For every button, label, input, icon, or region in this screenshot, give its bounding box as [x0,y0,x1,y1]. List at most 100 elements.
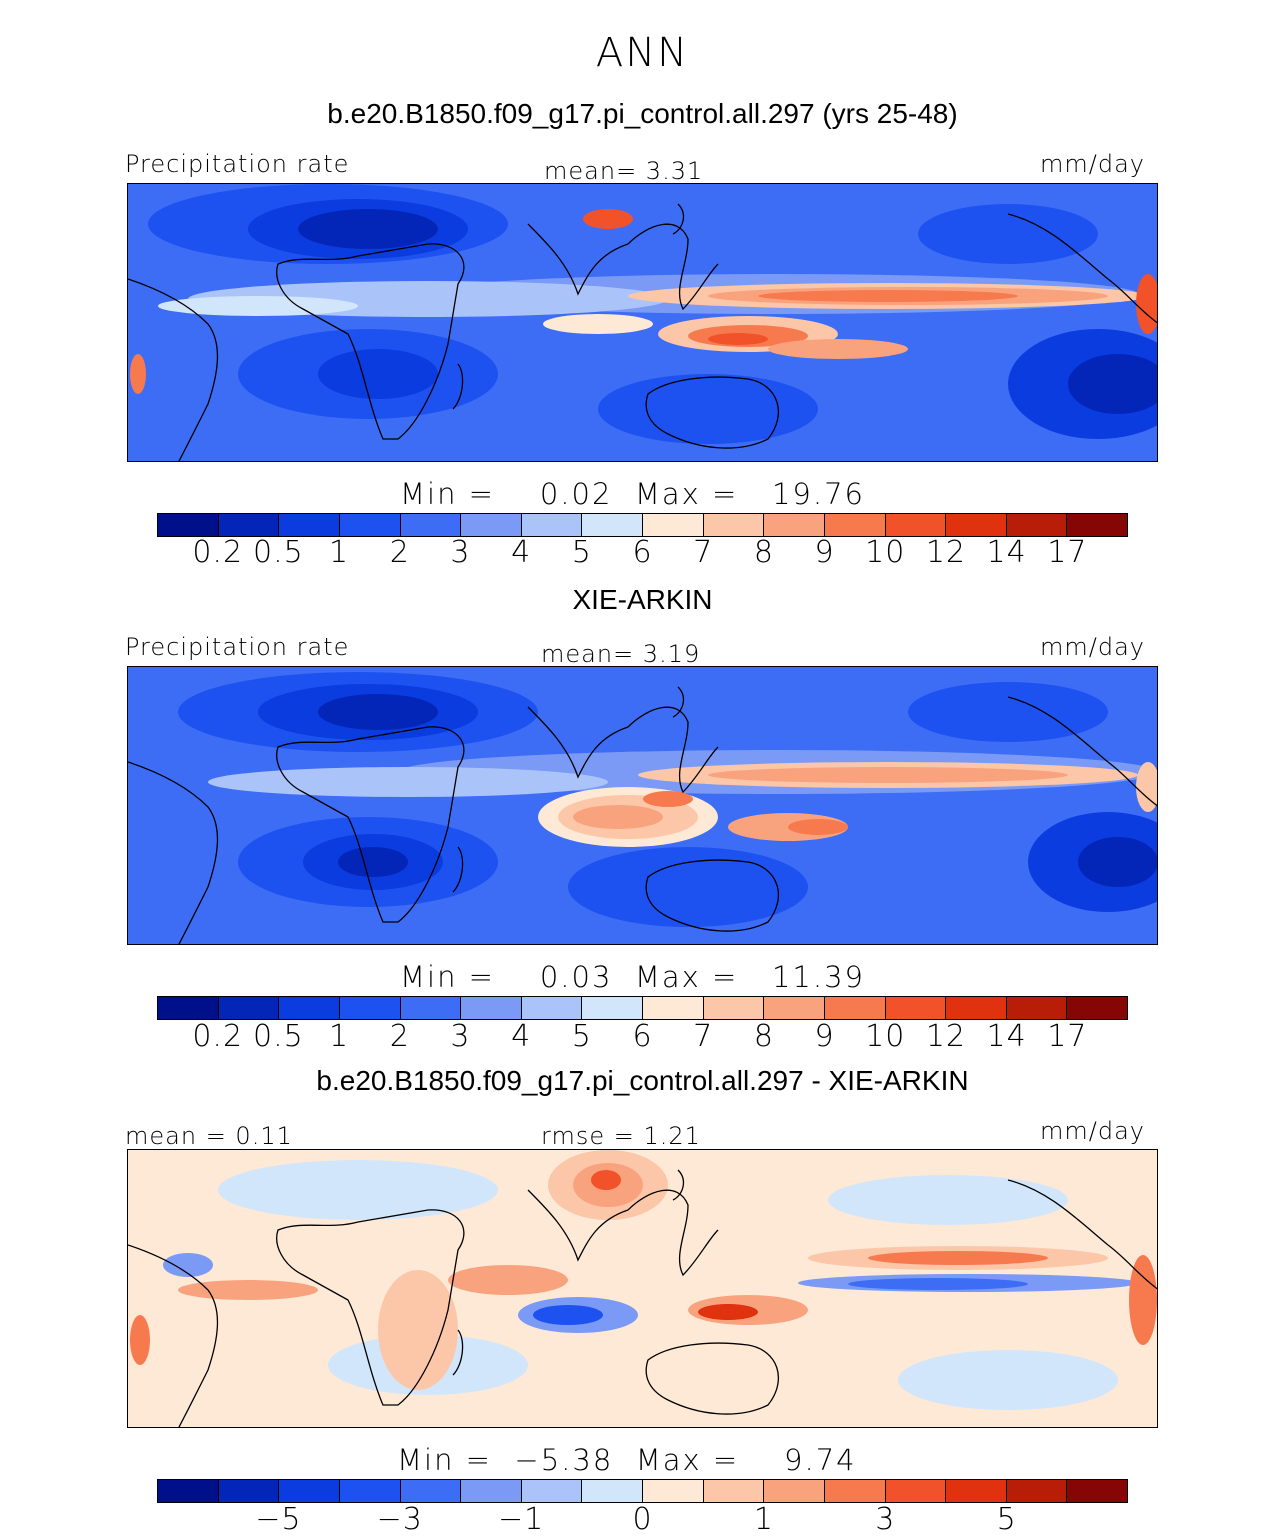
panel-3-rmse-label: rmse = 1.21 [541,1122,701,1150]
colorbar-tick-label: 0.5 [253,1019,304,1054]
panel-3-units-label: mm/day [1040,1117,1145,1145]
panel-1-units-label: mm/day [1040,150,1145,178]
colorbar-box [643,1480,704,1502]
colorbar-tick-label: 12 [925,535,967,570]
colorbar-tick-label: 6 [632,535,653,570]
colorbar-box [582,1480,643,1502]
colorbar-box [764,514,825,536]
colorbar-box [1006,514,1068,536]
panel-1-colorbar-ticks: 0.2 0.5 1 2 3 4 5 6 7 8 9 10 12 14 17 [0,535,1285,575]
colorbar-tick-label: 4 [511,535,532,570]
colorbar-box [461,1480,522,1502]
panel-3-mean-label: mean = 0.11 [125,1122,293,1150]
panel-1-mean-label: mean= 3.31 [544,157,704,185]
panel-2-mean-label: mean= 3.19 [541,640,701,668]
colorbar-tick-label: 10 [865,535,906,570]
panel-2-colorbar [157,996,1128,1020]
panel-2-colorbar-ticks: 0.2 0.5 1 2 3 4 5 6 7 8 9 10 12 14 17 [0,1019,1285,1059]
colorbar-box [946,997,1007,1019]
colorbar-box [1006,1480,1068,1502]
colorbar-tick-label: 5 [996,1502,1017,1537]
colorbar-tick-label: 14 [986,1019,1027,1054]
colorbar-tick-label: 0 [632,1502,653,1537]
colorbar-tick-label: 2 [389,1019,410,1054]
colorbar-tick-label: 5 [571,1019,592,1054]
colorbar-box [643,997,704,1019]
colorbar-box [279,514,340,536]
colorbar-tick-label: 10 [865,1019,906,1054]
panel-1-variable-label: Precipitation rate [125,150,350,178]
colorbar-tick-label: −1 [498,1502,545,1537]
colorbar-box [218,997,280,1019]
colorbar-box [1067,514,1127,536]
colorbar-tick-label: 7 [693,535,714,570]
colorbar-box [339,514,401,536]
colorbar-box [824,997,886,1019]
panel-2-case-title: XIE-ARKIN [572,584,713,615]
colorbar-box [279,1480,340,1502]
colorbar-tick-label: 1 [329,1019,350,1054]
panel-3-colorbar [157,1479,1128,1503]
colorbar-tick-label: 14 [986,535,1027,570]
colorbar-tick-label: 0.2 [192,1019,244,1054]
colorbar-box [158,514,219,536]
colorbar-box [703,514,765,536]
colorbar-box [764,1480,825,1502]
colorbar-tick-label: 9 [814,535,835,570]
colorbar-box [521,997,583,1019]
colorbar-box [279,997,340,1019]
colorbar-tick-label: 1 [753,1502,774,1537]
panel-3-min-max: Min = −5.38 Max = 9.74 [397,1443,857,1477]
colorbar-box [824,514,886,536]
colorbar-box [885,997,947,1019]
colorbar-box [158,1480,219,1502]
colorbar-tick-label: 4 [511,1019,532,1054]
colorbar-tick-label: −5 [255,1502,302,1537]
colorbar-tick-label: 0.2 [192,535,244,570]
colorbar-box [703,1480,765,1502]
colorbar-tick-label: −3 [376,1502,423,1537]
panel-1-colorbar [157,513,1128,537]
colorbar-box [339,1480,401,1502]
colorbar-box [1006,997,1068,1019]
panel-3-colorbar-ticks: −5 −3 −1 0 1 3 5 [0,1502,1285,1540]
colorbar-box [400,514,462,536]
colorbar-box [885,514,947,536]
panel-2-map [127,666,1158,945]
colorbar-box [158,997,219,1019]
colorbar-box [582,997,643,1019]
colorbar-tick-label: 5 [571,535,592,570]
colorbar-tick-label: 9 [814,1019,835,1054]
colorbar-box [946,514,1007,536]
colorbar-box [400,1480,462,1502]
colorbar-box [643,514,704,536]
colorbar-tick-label: 17 [1047,1019,1088,1054]
colorbar-tick-label: 12 [925,1019,967,1054]
panel-2-variable-label: Precipitation rate [125,633,350,661]
colorbar-box [946,1480,1007,1502]
colorbar-tick-label: 3 [875,1502,896,1537]
panel-3-case-title: b.e20.B1850.f09_g17.pi_control.all.297 -… [316,1065,969,1096]
colorbar-box [703,997,765,1019]
colorbar-tick-label: 1 [329,535,350,570]
colorbar-box [339,997,401,1019]
colorbar-tick-label: 3 [450,535,471,570]
colorbar-tick-label: 8 [753,535,774,570]
panel-1-min-max: Min = 0.02 Max = 19.76 [400,477,866,511]
colorbar-tick-label: 3 [450,1019,471,1054]
figure-title: ANN [595,30,690,76]
panel-2-units-label: mm/day [1040,633,1145,661]
colorbar-box [400,997,462,1019]
colorbar-box [824,1480,886,1502]
colorbar-box [764,997,825,1019]
colorbar-tick-label: 2 [389,535,410,570]
colorbar-tick-label: 8 [753,1019,774,1054]
colorbar-box [521,1480,583,1502]
colorbar-box [218,1480,280,1502]
colorbar-box [461,514,522,536]
colorbar-tick-label: 7 [693,1019,714,1054]
panel-1-map [127,183,1158,462]
colorbar-box [461,997,522,1019]
colorbar-tick-label: 6 [632,1019,653,1054]
colorbar-box [1067,1480,1127,1502]
